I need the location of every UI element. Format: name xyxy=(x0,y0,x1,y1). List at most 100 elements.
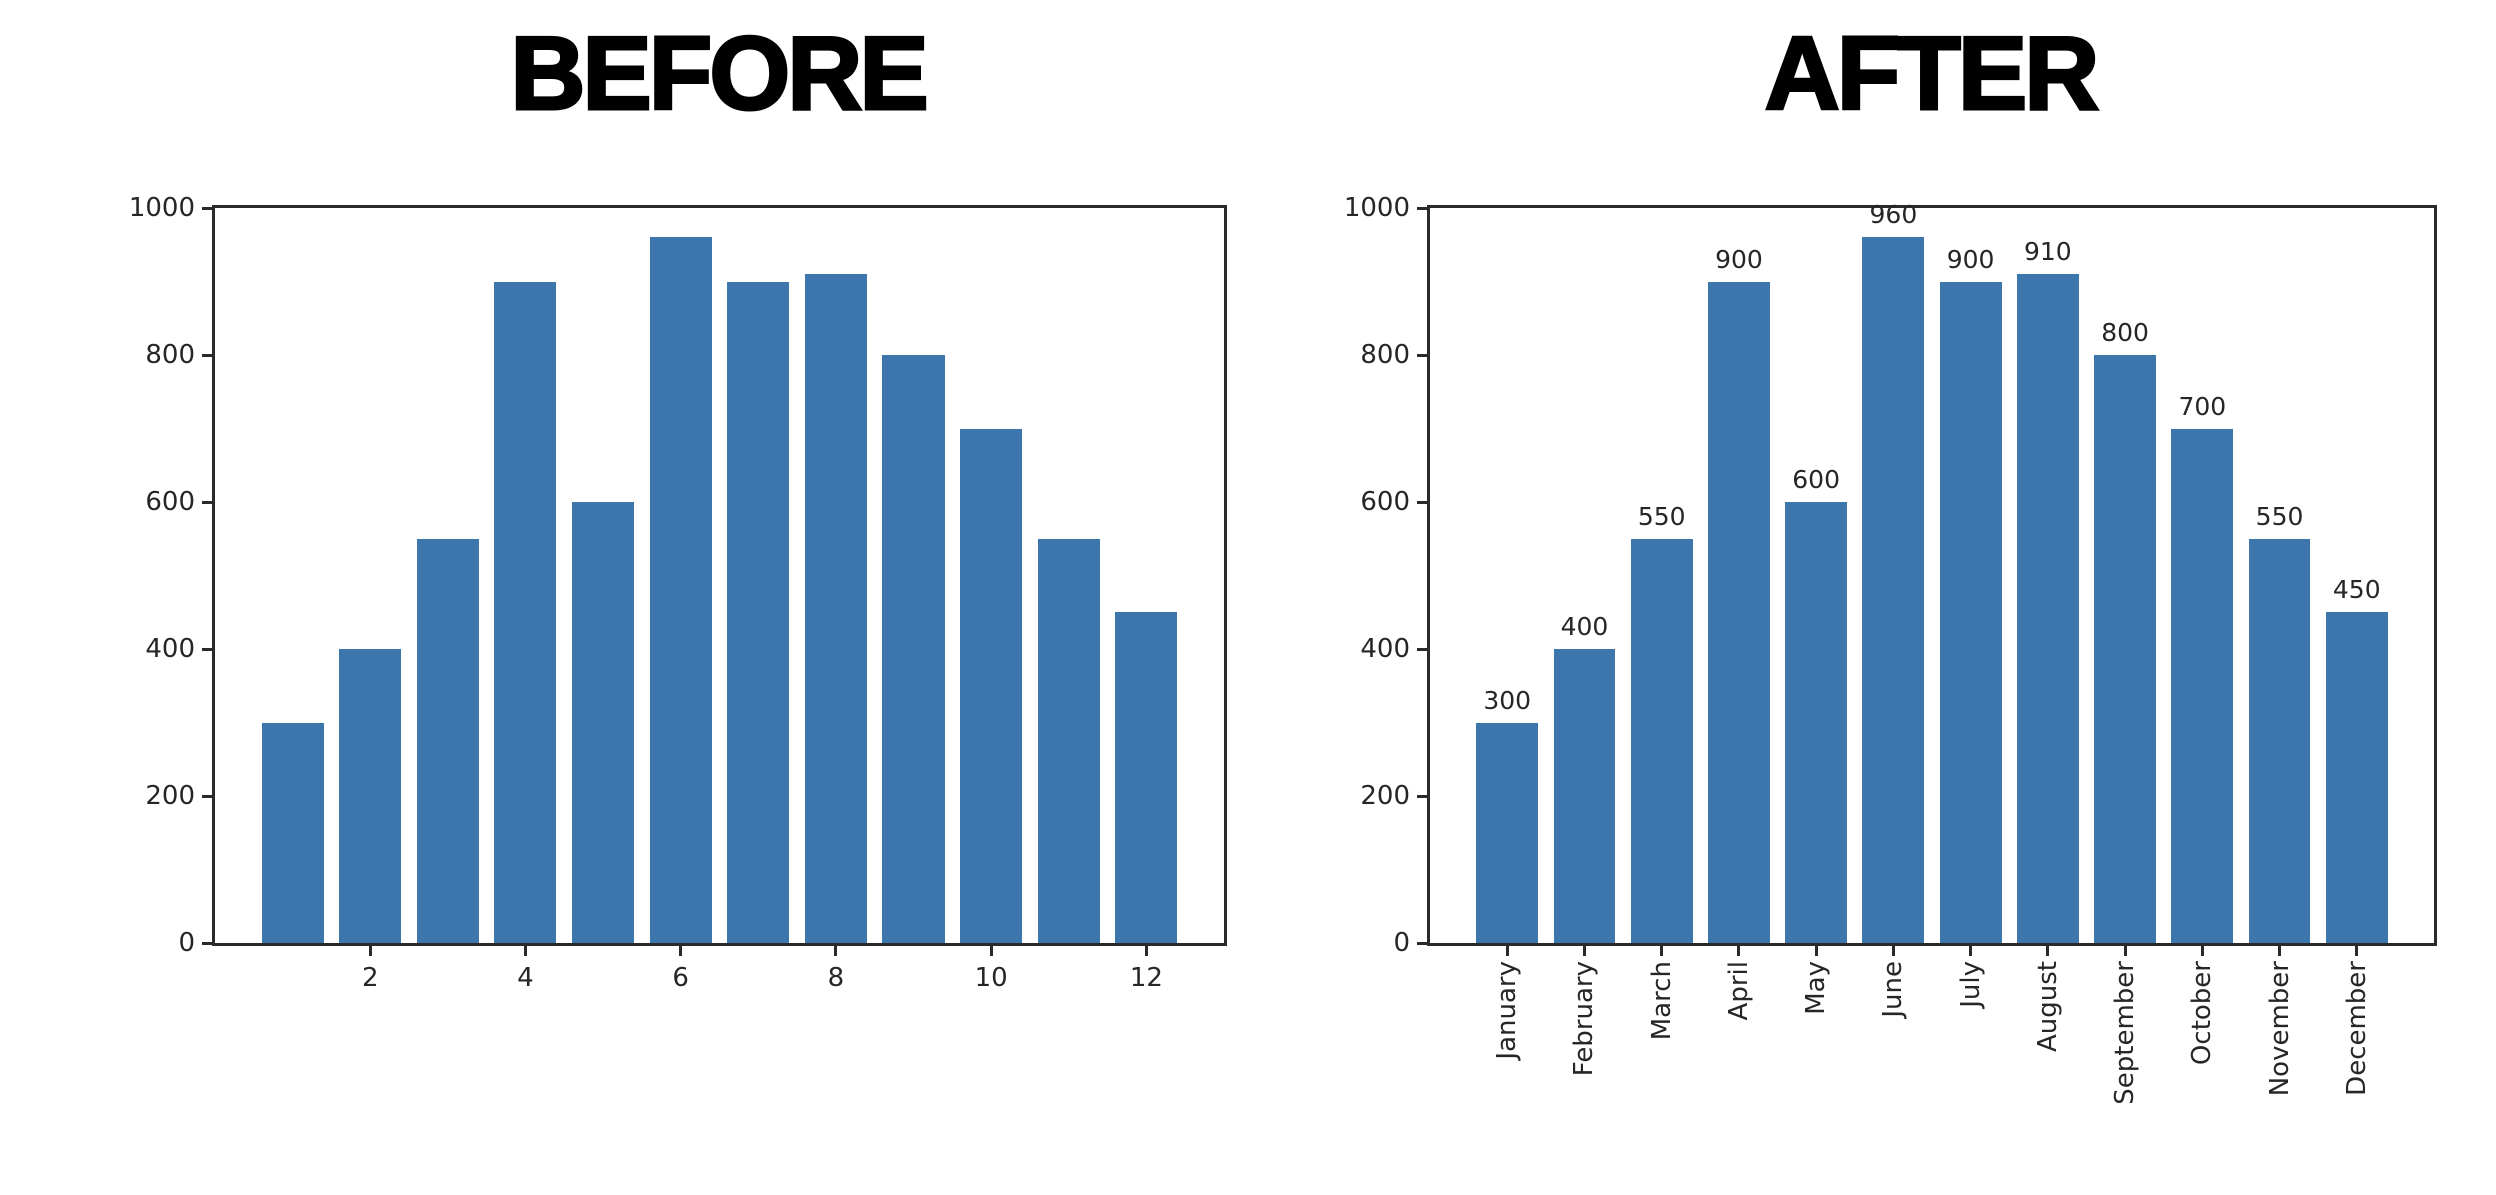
before-chart-plot-area: 0 200 400 600 800 1000 2 4 6 8 10 12 xyxy=(129,193,1227,993)
y-axis-tick xyxy=(202,353,212,357)
x-axis-month-label: December xyxy=(2341,961,2372,1096)
x-axis-tick xyxy=(368,946,372,956)
y-axis-tick-label: 200 xyxy=(145,781,195,811)
bar-value-label: 700 xyxy=(2178,391,2227,421)
y-axis-tick xyxy=(1417,941,1427,945)
y-axis-tick xyxy=(202,794,212,798)
x-axis-tick xyxy=(679,946,683,956)
y-axis-tick-label: 400 xyxy=(145,634,195,664)
y-axis-tick-label: 200 xyxy=(1360,781,1410,811)
x-axis-month-label: July xyxy=(1955,961,1986,1008)
x-axis-tick-label: 8 xyxy=(827,963,845,993)
x-axis-tick-label: 12 xyxy=(1129,963,1163,993)
bar-month-10 xyxy=(960,428,1023,943)
bar-month-7 xyxy=(727,281,790,943)
bar-value-label: 550 xyxy=(2255,501,2304,531)
x-axis-tick-label: 2 xyxy=(361,963,379,993)
bar-april xyxy=(1708,281,1770,943)
bar-value-label: 550 xyxy=(1637,501,1686,531)
bar-value-label: 900 xyxy=(1715,244,1763,274)
x-axis-tick xyxy=(2355,946,2359,956)
y-axis-tick xyxy=(202,941,212,945)
bar-september xyxy=(2094,355,2156,943)
bar-january xyxy=(1476,722,1539,943)
x-axis-month-label: April xyxy=(1723,961,1754,1021)
x-axis-month-label: June xyxy=(1878,961,1909,1018)
y-axis-tick xyxy=(202,206,212,210)
x-axis-tick-label: 4 xyxy=(517,963,534,993)
after-chart-plot-area: 0 200 400 600 800 1000 300 January 400 February 55… xyxy=(1344,193,2437,1105)
x-axis-tick xyxy=(1737,946,1741,956)
bar-february xyxy=(1553,649,1616,943)
x-axis-tick xyxy=(1505,946,1509,956)
bar-may xyxy=(1785,502,1848,943)
x-axis-tick xyxy=(1891,946,1895,956)
x-axis-tick xyxy=(1969,946,1973,956)
y-axis-tick xyxy=(1417,794,1427,798)
before-chart-panel: BEFORE 0 200 400 600 800 1000 2 4 6 8 10 12 xyxy=(129,16,1227,993)
x-axis-month-label: February xyxy=(1569,961,1600,1077)
bar-june xyxy=(1862,237,1925,943)
x-axis-tick xyxy=(2046,946,2050,956)
bar-december xyxy=(2325,612,2388,943)
x-axis-tick xyxy=(1144,946,1148,956)
after-chart-panel: AFTER 0 200 400 600 800 1000 300 January 400 Febr… xyxy=(1248,0,2496,1195)
y-axis-tick-label: 1000 xyxy=(1343,193,1410,223)
y-axis-tick xyxy=(1417,353,1427,357)
bar-month-9 xyxy=(882,355,945,943)
x-axis-month-label: January xyxy=(1492,961,1523,1060)
before-chart-title: BEFORE xyxy=(509,16,930,132)
bar-month-12 xyxy=(1115,612,1178,943)
bar-october xyxy=(2171,428,2234,943)
x-axis-tick xyxy=(1660,946,1664,956)
x-axis-month-label: October xyxy=(2187,961,2218,1066)
bar-value-label: 400 xyxy=(1560,612,1609,641)
bar-month-11 xyxy=(1037,538,1100,943)
y-axis-tick xyxy=(1417,647,1427,651)
y-axis-tick-label: 400 xyxy=(1360,634,1410,664)
y-axis-tick-label: 600 xyxy=(145,487,195,517)
x-axis-tick xyxy=(1814,946,1818,956)
bar-july xyxy=(1939,281,2002,943)
y-axis-tick-label: 800 xyxy=(145,340,195,370)
x-axis-month-label: August xyxy=(2032,961,2063,1052)
x-axis-tick xyxy=(523,946,527,956)
bar-month-3 xyxy=(416,538,479,943)
y-axis-tick xyxy=(1417,500,1427,504)
x-axis-month-label: November xyxy=(2264,961,2295,1097)
bar-value-label: 450 xyxy=(2332,575,2381,605)
bar-value-label: 800 xyxy=(2101,318,2149,347)
y-axis-tick-label: 0 xyxy=(178,928,195,958)
bar-month-6 xyxy=(649,237,712,943)
x-axis-tick xyxy=(2200,946,2204,956)
y-axis-tick-label: 600 xyxy=(1360,487,1410,517)
y-axis-tick-label: 1000 xyxy=(128,193,195,223)
x-axis-tick xyxy=(2278,946,2282,956)
x-axis-tick-label: 10 xyxy=(974,963,1008,993)
bar-month-1 xyxy=(261,722,324,943)
y-axis-tick xyxy=(202,647,212,651)
bar-value-label: 960 xyxy=(1869,200,1918,230)
x-axis-tick-label: 6 xyxy=(672,963,689,993)
bar-value-label: 300 xyxy=(1483,685,1532,715)
bar-value-label: 900 xyxy=(1946,244,1995,274)
x-axis-tick xyxy=(834,946,838,956)
bar-march xyxy=(1630,538,1693,943)
x-axis-month-label: September xyxy=(2110,961,2141,1105)
bar-value-label: 910 xyxy=(2023,237,2072,267)
after-chart-title: AFTER xyxy=(1763,16,2101,132)
y-axis-tick xyxy=(202,500,212,504)
y-axis-tick xyxy=(1417,206,1427,210)
y-axis-tick-label: 0 xyxy=(1393,928,1410,958)
y-axis-tick-label: 800 xyxy=(1360,340,1410,370)
x-axis-tick xyxy=(1582,946,1586,956)
x-axis-tick xyxy=(989,946,993,956)
bar-month-4 xyxy=(494,281,557,943)
bar-month-5 xyxy=(572,502,635,943)
x-axis-month-label: March xyxy=(1646,961,1677,1041)
bar-month-8 xyxy=(804,274,867,943)
bar-value-label: 600 xyxy=(1792,465,1840,494)
bar-month-2 xyxy=(339,649,402,943)
bar-november xyxy=(2248,538,2311,943)
